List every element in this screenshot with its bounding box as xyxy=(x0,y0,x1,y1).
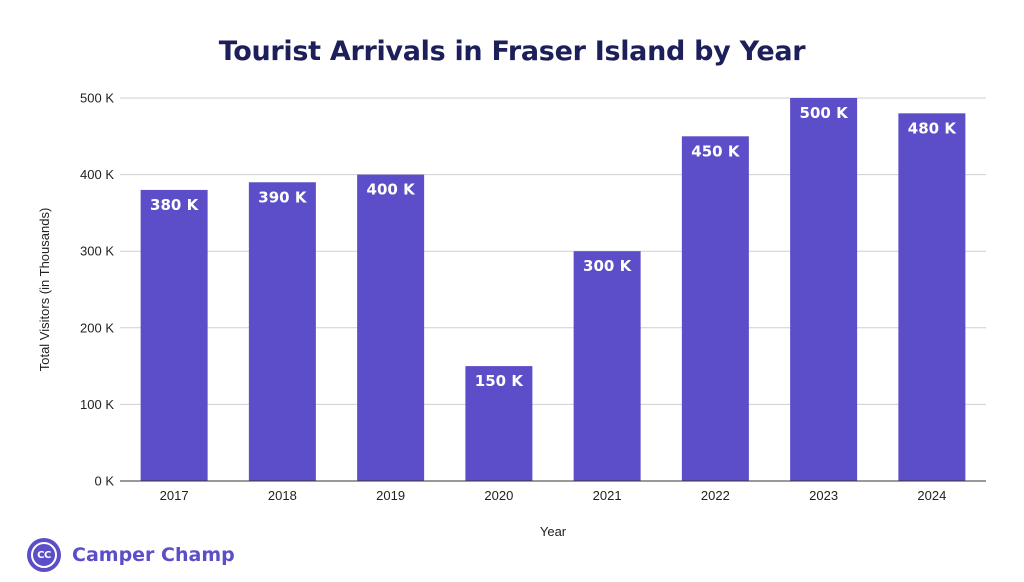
bar xyxy=(898,113,966,481)
data-label: 500 K xyxy=(800,104,850,122)
bar xyxy=(465,366,533,481)
bars xyxy=(140,98,966,482)
x-tick-label: 2022 xyxy=(701,488,730,503)
brand-footer: CC Camper Champ xyxy=(27,536,235,574)
data-label: 380 K xyxy=(150,196,200,214)
brand-name: Camper Champ xyxy=(72,544,235,566)
brand-logo-text: CC xyxy=(31,542,57,568)
data-label: 480 K xyxy=(908,119,958,137)
y-tick-label: 300 K xyxy=(80,244,114,259)
data-label: 450 K xyxy=(691,142,741,160)
bar xyxy=(248,182,316,481)
x-axis-title: Year xyxy=(540,524,567,539)
data-labels: 380 K 390 K 400 K 150 K 300 K 450 K 500 K 480 K xyxy=(150,104,957,390)
y-tick-label: 400 K xyxy=(80,167,114,182)
bar xyxy=(681,136,749,482)
x-tick-label: 2024 xyxy=(917,488,946,503)
x-tick-label: 2023 xyxy=(809,488,838,503)
y-axis-ticks: 0 K 100 K 200 K 300 K 400 K 500 K xyxy=(80,91,114,489)
data-label: 150 K xyxy=(475,372,525,390)
brand-logo-icon: CC xyxy=(27,538,61,572)
y-tick-label: 100 K xyxy=(80,397,114,412)
y-axis-title: Total Visitors (in Thousands) xyxy=(37,208,52,372)
bar xyxy=(573,251,641,481)
data-label: 400 K xyxy=(367,181,417,199)
x-tick-label: 2017 xyxy=(160,488,189,503)
x-tick-label: 2019 xyxy=(376,488,405,503)
chart-title: Tourist Arrivals in Fraser Island by Yea… xyxy=(218,36,806,67)
data-label: 300 K xyxy=(583,257,633,275)
bar xyxy=(140,189,208,482)
x-tick-label: 2018 xyxy=(268,488,297,503)
y-tick-label: 500 K xyxy=(80,91,114,106)
x-tick-label: 2020 xyxy=(484,488,513,503)
y-tick-label: 0 K xyxy=(94,474,114,489)
x-tick-label: 2021 xyxy=(593,488,622,503)
y-tick-label: 200 K xyxy=(80,320,114,335)
bar xyxy=(790,98,858,481)
bar xyxy=(357,174,425,481)
x-axis-ticks: 2017 2018 2019 2020 2021 2022 2023 2024 xyxy=(160,488,947,503)
data-label: 390 K xyxy=(258,188,308,206)
